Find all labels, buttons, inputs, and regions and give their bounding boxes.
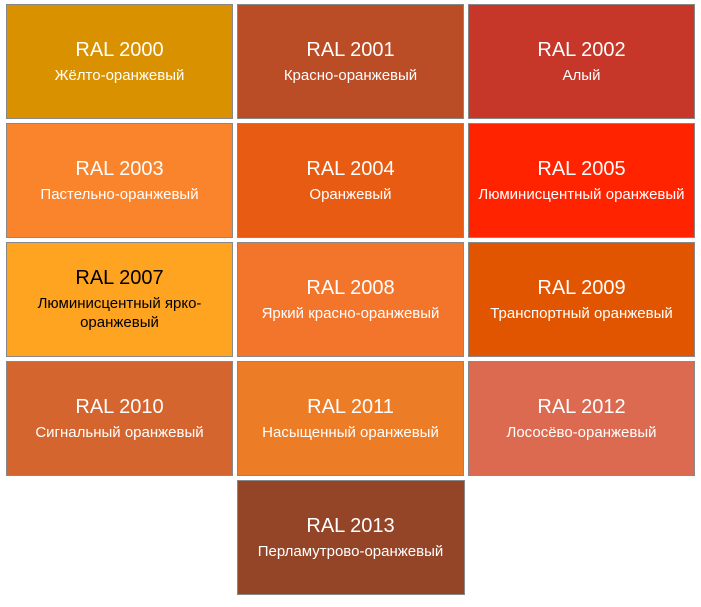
ral-name: Алый — [563, 67, 601, 86]
color-swatch: RAL 2010 Сигнальный оранжевый — [6, 361, 233, 476]
color-swatch: RAL 2003 Пастельно-оранжевый — [6, 123, 233, 238]
ral-name: Люминисцентный ярко-оранжевый — [11, 295, 228, 333]
ral-code: RAL 2001 — [306, 38, 394, 63]
ral-name: Красно-оранжевый — [284, 67, 417, 86]
color-swatch: RAL 2008 Яркий красно-оранжевый — [237, 242, 464, 357]
ral-code: RAL 2003 — [75, 157, 163, 182]
color-swatch: RAL 2000 Жёлто-оранжевый — [6, 4, 233, 119]
ral-code: RAL 2008 — [306, 276, 394, 301]
color-swatch: RAL 2001 Красно-оранжевый — [237, 4, 464, 119]
ral-code: RAL 2004 — [306, 157, 394, 182]
ral-name: Насыщенный оранжевый — [262, 424, 439, 443]
ral-code: RAL 2012 — [537, 395, 625, 420]
grid-row: RAL 2007 Люминисцентный ярко-оранжевый R… — [6, 242, 695, 357]
grid-row: RAL 2010 Сигнальный оранжевый RAL 2011 Н… — [6, 361, 695, 476]
ral-name: Оранжевый — [309, 186, 391, 205]
color-swatch: RAL 2012 Лососёво-оранжевый — [468, 361, 695, 476]
ral-code: RAL 2009 — [537, 276, 625, 301]
ral-code: RAL 2013 — [306, 514, 394, 539]
ral-name: Сигнальный оранжевый — [35, 424, 203, 443]
ral-name: Лососёво-оранжевый — [507, 424, 657, 443]
color-swatch: RAL 2007 Люминисцентный ярко-оранжевый — [6, 242, 233, 357]
color-swatch: RAL 2002 Алый — [468, 4, 695, 119]
ral-name: Люминисцентный оранжевый — [478, 186, 684, 205]
ral-name: Яркий красно-оранжевый — [262, 305, 440, 324]
grid-row: RAL 2003 Пастельно-оранжевый RAL 2004 Ор… — [6, 123, 695, 238]
ral-code: RAL 2007 — [75, 266, 163, 291]
color-swatch: RAL 2005 Люминисцентный оранжевый — [468, 123, 695, 238]
ral-code: RAL 2010 — [75, 395, 163, 420]
grid-row: RAL 2000 Жёлто-оранжевый RAL 2001 Красно… — [6, 4, 695, 119]
ral-name: Перламутрово-оранжевый — [258, 543, 444, 562]
ral-name: Пастельно-оранжевый — [40, 186, 198, 205]
ral-code: RAL 2002 — [537, 38, 625, 63]
color-swatch: RAL 2004 Оранжевый — [237, 123, 464, 238]
color-swatch: RAL 2011 Насыщенный оранжевый — [237, 361, 464, 476]
ral-code: RAL 2000 — [75, 38, 163, 63]
ral-color-grid: RAL 2000 Жёлто-оранжевый RAL 2001 Красно… — [0, 0, 701, 603]
ral-name: Транспортный оранжевый — [490, 305, 673, 324]
grid-row: RAL 2013 Перламутрово-оранжевый — [6, 480, 695, 595]
ral-code: RAL 2005 — [537, 157, 625, 182]
color-swatch: RAL 2013 Перламутрово-оранжевый — [237, 480, 465, 595]
ral-code: RAL 2011 — [307, 395, 394, 420]
color-swatch: RAL 2009 Транспортный оранжевый — [468, 242, 695, 357]
ral-name: Жёлто-оранжевый — [55, 67, 185, 86]
